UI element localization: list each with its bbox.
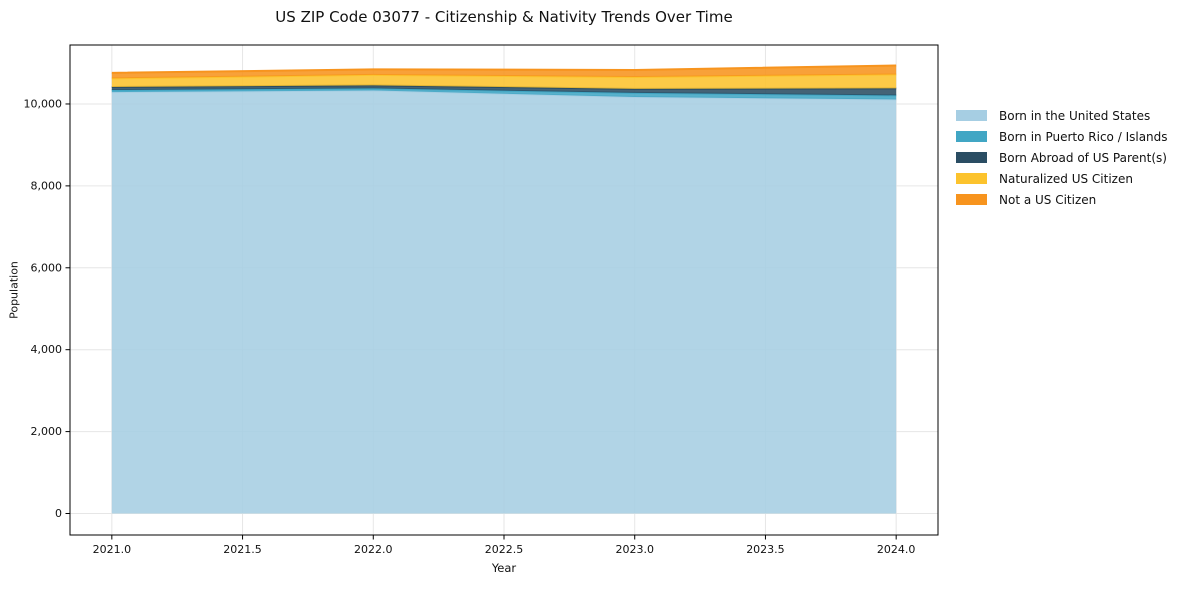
y-tick-label: 8,000 [31,179,63,192]
area-not-a-us-citizen [111,65,897,79]
x-tick-label: 2021.5 [223,543,262,556]
legend-label: Born Abroad of US Parent(s) [999,150,1167,165]
legend-label: Not a US Citizen [999,192,1097,207]
legend-item-born-in-the-united-states: Born in the United States [956,105,1168,126]
legend-swatch-born-in-puerto-rico-islands [956,131,987,142]
legend-label: Born in Puerto Rico / Islands [999,129,1168,144]
x-tick-label: 2022.5 [485,543,524,556]
y-tick-label: 6,000 [31,261,63,274]
legend-label: Naturalized US Citizen [999,171,1133,186]
x-tick-label: 2022.0 [354,543,393,556]
legend-item-not-a-us-citizen: Not a US Citizen [956,189,1168,210]
y-tick-label: 10,000 [24,97,63,110]
y-tick-label: 2,000 [31,425,63,438]
y-axis-label: Population [7,261,21,319]
legend-swatch-naturalized-us-citizen [956,173,987,184]
legend-item-born-in-puerto-rico-islands: Born in Puerto Rico / Islands [956,126,1168,147]
legend-item-born-abroad-of-us-parent-s: Born Abroad of US Parent(s) [956,147,1168,168]
legend-label: Born in the United States [999,108,1151,123]
area-born-in-puerto-rico-islands [111,88,897,100]
x-tick-label: 2024.0 [877,543,916,556]
x-axis-label: Year [491,561,517,575]
y-tick-label: 0 [55,507,62,520]
area-line-not-a-us-citizen [111,64,897,74]
x-tick-label: 2023.5 [746,543,785,556]
chart-title: US ZIP Code 03077 - Citizenship & Nativi… [275,8,733,26]
legend-swatch-born-abroad-of-us-parent-s [956,152,987,163]
legend-swatch-born-in-the-united-states [956,110,987,121]
area-naturalized-us-citizen [111,74,897,89]
x-tick-label: 2021.0 [93,543,132,556]
legend: Born in the United States Born in Puerto … [956,105,1168,210]
y-tick-label: 4,000 [31,343,63,356]
area-born-in-the-united-states [111,90,897,514]
area-born-abroad-of-us-parent-s [111,85,897,96]
legend-swatch-not-a-us-citizen [956,194,987,205]
x-tick-label: 2023.0 [615,543,654,556]
legend-item-naturalized-us-citizen: Naturalized US Citizen [956,168,1168,189]
